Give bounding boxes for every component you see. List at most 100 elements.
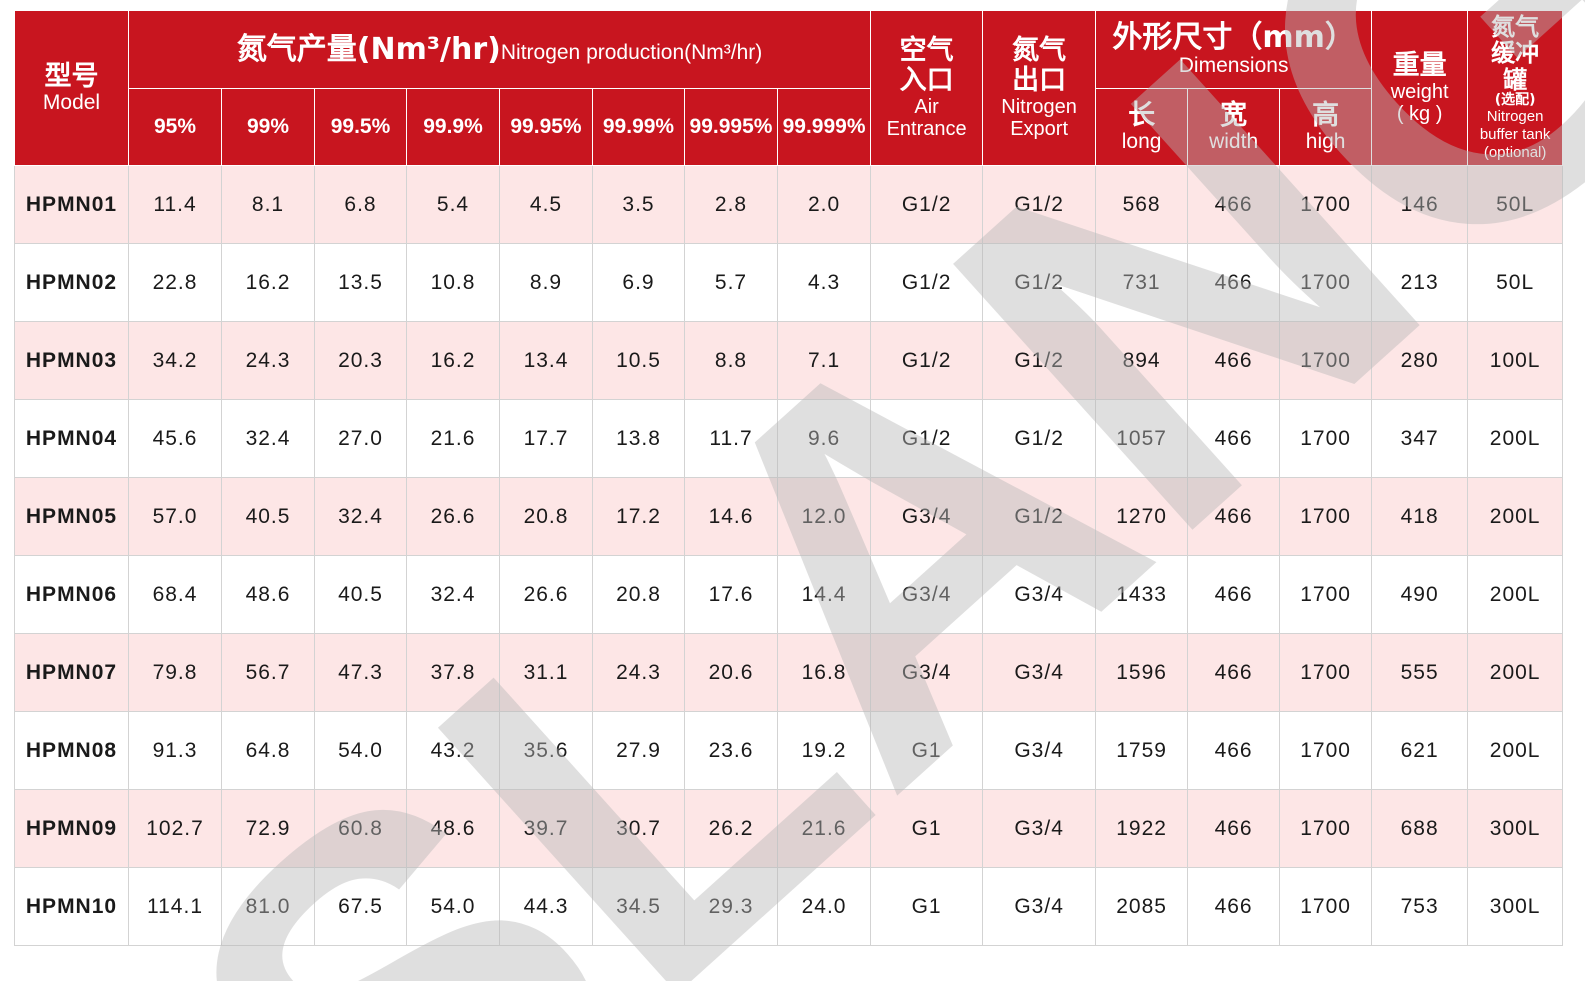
table-row: HPMN07 79.8 56.7 47.3 37.8 31.1 24.3 20.6 16.8 G3… — [14, 633, 1564, 712]
table-cell: 39.7 — [499, 789, 593, 868]
table-cell: 32.4 — [314, 477, 407, 556]
table-cell: 466 — [1187, 789, 1281, 868]
table-cell: 2085 — [1095, 867, 1189, 946]
model-cell: HPMN08 — [14, 711, 129, 790]
table-cell: 100L — [1467, 321, 1564, 400]
table-cell: 44.3 — [499, 867, 593, 946]
table-cell: 17.6 — [684, 555, 778, 634]
table-cell: 60.8 — [314, 789, 407, 868]
header-purity-99-9: 99.9% — [406, 88, 500, 166]
header-tank-zh: 氮气缓冲罐 — [1491, 12, 1540, 94]
table-row: HPMN05 57.0 40.5 32.4 26.6 20.8 17.2 14.6 12.0 G3… — [14, 477, 1564, 556]
header-air-zh: 空气入口 — [899, 35, 954, 96]
header-model-zh: 型号 — [44, 60, 99, 92]
header-purity-99: 99% — [221, 88, 315, 166]
table-cell: 23.6 — [684, 711, 778, 790]
model-cell: HPMN10 — [14, 867, 129, 946]
header-purity-99-995: 99.995% — [684, 88, 778, 166]
table-cell: 19.2 — [776, 711, 872, 790]
model-cell: HPMN03 — [14, 321, 129, 400]
table-cell: 1700 — [1279, 867, 1373, 946]
header-export-zh: 氮气出口 — [1012, 35, 1067, 96]
spec-table-body: HPMN01 11.4 8.1 6.8 5.4 4.5 3.5 2.8 2.0 G1/2 G1/2 5… — [14, 165, 1564, 946]
table-cell: 24.0 — [776, 867, 872, 946]
header-width-en: width — [1209, 130, 1259, 154]
table-cell: G1/2 — [870, 399, 984, 478]
table-cell: 418 — [1371, 477, 1469, 556]
table-cell: 48.6 — [406, 789, 500, 868]
table-cell: 9.6 — [776, 399, 872, 478]
table-cell: 1433 — [1095, 555, 1189, 634]
model-cell: HPMN05 — [14, 477, 129, 556]
header-weight: 重量 weight ( kg ) — [1371, 10, 1469, 166]
table-cell: 1700 — [1279, 633, 1373, 712]
table-cell: G3/4 — [870, 555, 984, 634]
table-cell: 79.8 — [128, 633, 222, 712]
table-cell: 200L — [1467, 711, 1564, 790]
header-weight-unit: ( kg ) — [1396, 102, 1443, 125]
table-cell: 45.6 — [128, 399, 222, 478]
header-dimensions: 外形尺寸（mm） Dimensions — [1095, 10, 1373, 89]
table-cell: 300L — [1467, 789, 1564, 868]
table-cell: 466 — [1187, 399, 1281, 478]
header-row-1: 型号 Model 氮气产量(Nm³/hr)Nitrogen production… — [14, 10, 1564, 166]
table-row: HPMN06 68.4 48.6 40.5 32.4 26.6 20.8 17.6 14.4 G3… — [14, 555, 1564, 634]
table-cell: 466 — [1187, 243, 1281, 322]
table-cell: 26.6 — [499, 555, 593, 634]
table-cell: 40.5 — [314, 555, 407, 634]
header-weight-zh: 重量 — [1392, 50, 1447, 82]
header-air-entrance: 空气入口 Air Entrance — [870, 10, 984, 166]
table-cell: 200L — [1467, 633, 1564, 712]
table-cell: 146 — [1371, 165, 1469, 244]
table-cell: 280 — [1371, 321, 1469, 400]
table-cell: 490 — [1371, 555, 1469, 634]
table-cell: 72.9 — [221, 789, 315, 868]
table-cell: 6.9 — [592, 243, 685, 322]
header-model-en: Model — [42, 91, 101, 115]
table-cell: G1/2 — [982, 165, 1097, 244]
table-cell: 50L — [1467, 165, 1564, 244]
table-cell: 466 — [1187, 867, 1281, 946]
header-purity-99-95: 99.95% — [499, 88, 593, 166]
table-row: HPMN08 91.3 64.8 54.0 43.2 35.6 27.9 23.6 19.2 G1… — [14, 711, 1564, 790]
table-cell: 1700 — [1279, 321, 1373, 400]
table-cell: 32.4 — [221, 399, 315, 478]
table-cell: 54.0 — [406, 867, 500, 946]
table-cell: G3/4 — [982, 633, 1097, 712]
table-cell: 29.3 — [684, 867, 778, 946]
table-cell: 200L — [1467, 555, 1564, 634]
table-cell: 67.5 — [314, 867, 407, 946]
table-cell: 20.8 — [499, 477, 593, 556]
table-cell: G3/4 — [982, 789, 1097, 868]
header-production-zh: 氮气产量(Nm³/hr) — [236, 32, 501, 67]
header-high-zh: 高 — [1312, 99, 1340, 131]
table-cell: 32.4 — [406, 555, 500, 634]
table-cell: 1596 — [1095, 633, 1189, 712]
table-cell: 1700 — [1279, 789, 1373, 868]
table-cell: 64.8 — [221, 711, 315, 790]
table-cell: 568 — [1095, 165, 1189, 244]
table-cell: 40.5 — [221, 477, 315, 556]
model-cell: HPMN07 — [14, 633, 129, 712]
table-cell: 466 — [1187, 477, 1281, 556]
table-cell: G3/4 — [870, 477, 984, 556]
table-cell: G1 — [870, 789, 984, 868]
table-cell: 466 — [1187, 555, 1281, 634]
table-cell: 466 — [1187, 711, 1281, 790]
table-cell: 1700 — [1279, 555, 1373, 634]
table-row: HPMN10 114.1 81.0 67.5 54.0 44.3 34.5 29.3 24.0 G… — [14, 867, 1564, 946]
header-production-en: Nitrogen production(Nm³/hr) — [500, 41, 763, 64]
model-cell: HPMN01 — [14, 165, 129, 244]
table-cell: 34.2 — [128, 321, 222, 400]
header-export-en: Nitrogen Export — [1001, 95, 1077, 140]
table-cell: 466 — [1187, 321, 1281, 400]
table-cell: G1/2 — [982, 321, 1097, 400]
table-cell: 555 — [1371, 633, 1469, 712]
table-row: HPMN09 102.7 72.9 60.8 48.6 39.7 30.7 26.2 21.6 G… — [14, 789, 1564, 868]
table-cell: 621 — [1371, 711, 1469, 790]
table-cell: 14.6 — [684, 477, 778, 556]
table-cell: 24.3 — [592, 633, 685, 712]
table-cell: 8.1 — [221, 165, 315, 244]
table-cell: G1/2 — [982, 477, 1097, 556]
table-cell: 43.2 — [406, 711, 500, 790]
